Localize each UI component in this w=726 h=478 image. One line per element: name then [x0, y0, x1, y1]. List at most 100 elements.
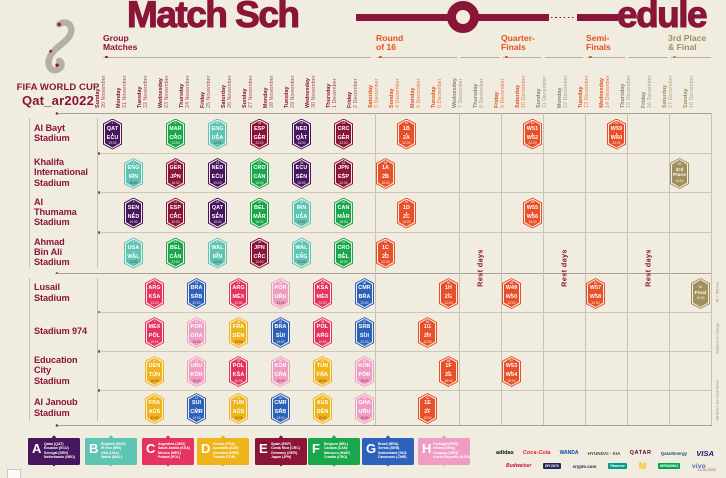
phase-baseline: [461, 57, 499, 58]
kickoff-time: 19:00: [192, 339, 201, 344]
kickoff-time: 22:00: [381, 260, 390, 265]
phase-baseline: [629, 57, 667, 58]
group-letter: B: [89, 441, 99, 456]
team-name: Spain (ESP): [271, 441, 291, 446]
grid-vertical-line: [501, 113, 502, 425]
match-number: 54: [425, 319, 430, 324]
title-ring-icon: [447, 1, 479, 33]
match-number: 44: [341, 121, 346, 126]
team-code-away: AUS: [148, 409, 161, 415]
kickoff-time: 18:00: [339, 220, 348, 225]
team-separator-dot: [153, 407, 156, 410]
match-number: 15: [194, 319, 199, 324]
qatar-2022-wordmark: Qat_ar2022: [21, 93, 95, 108]
team-separator-dot: [216, 252, 219, 254]
stadium-label: Lusail Stadium: [34, 282, 100, 302]
group-team-list: Argentina (ARG) Saudi Arabia (KSA) Mexico …: [158, 438, 190, 465]
team-code-home: POL: [232, 363, 245, 370]
badge-content: 20 ENG USA 22:00: [208, 119, 227, 150]
badge-core: [672, 160, 687, 187]
phase-label: Finals: [501, 42, 526, 53]
date-value: 3 December: [373, 78, 380, 108]
badge-content: 16 BRA SRB 22:00: [187, 278, 206, 309]
team-separator-dot: [426, 331, 429, 334]
team-code-away: SRB: [190, 294, 203, 300]
badge-content: 13 SUI CMR 13:00: [187, 393, 206, 424]
kickoff-time: 22:00: [234, 300, 243, 305]
stadium-name-line: Stadium: [34, 375, 70, 386]
team-separator-dot: [384, 252, 387, 254]
team-code-away: 2E: [445, 372, 452, 378]
stadium-label: Al Thumama Stadium: [34, 197, 100, 228]
kickoff-time: 18:00: [297, 180, 306, 185]
stadium-name-line: International: [34, 167, 88, 178]
team-separator-dot: [510, 370, 513, 373]
team-name: Morocco (MAR): [324, 450, 350, 455]
team-code-home: QAT: [211, 204, 224, 211]
team-separator-dot: [594, 292, 597, 295]
kickoff-time: 22:00: [423, 339, 432, 344]
match-badge: 61 W57 W58 22:00: [586, 278, 605, 309]
match-badge: 25 JPN CRC 13:00: [250, 237, 269, 269]
match-badge: 49 1A 2B 18:00: [376, 158, 395, 189]
match-badge: 4 USA WAL 22:00: [124, 237, 143, 269]
kickoff-time: 13:00: [213, 260, 222, 265]
phase-baseline: [103, 57, 371, 58]
team-separator-dot: [132, 212, 135, 214]
team-code-home: W49: [505, 285, 518, 292]
kickoff-time: 19:00: [150, 339, 159, 344]
badge-content: 32 POR URU 22:00: [271, 278, 290, 309]
date-column-label: Monday 12 December: [557, 61, 569, 108]
team-code-home: GHA: [358, 400, 371, 407]
date-column-label: Sunday 18 December: [683, 61, 695, 108]
date-column-label: Saturday 26 November: [221, 61, 233, 108]
title-dotted-segment: [551, 16, 575, 19]
match-badge: 16 BRA SRB 22:00: [187, 278, 206, 309]
match-number: 62: [614, 121, 619, 126]
kickoff-time: 13:00: [255, 260, 264, 265]
group-team-list: Spain (ESP) Costa Rica (CRC) Germany (GER)…: [271, 438, 300, 465]
match-number: 32: [278, 280, 283, 285]
stadium-label: Stadium 974: [34, 326, 100, 336]
budweiser-logo: Budweiser: [506, 463, 532, 469]
match-number: 47: [362, 319, 367, 324]
badge-content: 56 1H 2G 22:00: [439, 278, 458, 309]
team-code-home: SRB: [358, 324, 371, 331]
team-code-home: ECU: [295, 165, 308, 172]
badge-content: 29 CMR SRB 13:00: [271, 393, 290, 424]
team-code-away: 2D: [381, 253, 390, 260]
row-separator-dot: [97, 191, 101, 194]
group-team-list: France (FRA) Australia (AUS) Denmark (DEN)…: [213, 438, 239, 465]
match-number: 58: [509, 280, 514, 285]
date-value: 21 November: [121, 75, 128, 108]
phase-header-round-of-16: Round of 16: [376, 33, 403, 53]
date-column-label: Wednesday 23 November: [158, 61, 170, 108]
team-separator-dot: [342, 172, 345, 175]
date-column-label: Thursday 8 December: [473, 61, 485, 108]
match-badge: 32 POR URU 22:00: [271, 278, 290, 309]
badge-content: 44 CRC GER 22:00: [334, 119, 353, 150]
kickoff-time: 19:00: [255, 180, 264, 185]
team-code-away: KSA: [148, 294, 161, 300]
kickoff-time: 16:00: [255, 220, 264, 225]
badge-content: 30 KOR GHA 16:00: [271, 356, 290, 387]
kickoff-time: 18:00: [444, 378, 453, 383]
team-code-away: URU: [358, 409, 371, 415]
row-separator-line: [97, 232, 712, 233]
kickoff-time: 16:00: [192, 378, 201, 383]
team-separator-dot: [111, 133, 114, 135]
team-code-home: ENG: [211, 125, 224, 132]
date-column-label: Friday 16 December: [641, 61, 653, 108]
phase-baseline: [377, 57, 457, 58]
badge-content: 58 W49 W50 22:00: [502, 278, 521, 309]
team-code-away: W54: [505, 372, 518, 378]
match-number: 21: [236, 395, 241, 400]
badge-content: 37 TUN FRA 18:00: [313, 356, 332, 387]
match-number: 27: [257, 160, 262, 165]
row-separator-dot: [55, 112, 59, 115]
badge-content: 14 URU KOR 16:00: [187, 356, 206, 387]
kickoff-time: 22:00: [444, 300, 453, 305]
badge-content: 21 TUN AUS 13:00: [229, 393, 248, 424]
badge-content: 52 1B 2A 22:00: [397, 119, 416, 150]
match-badge: 37 TUN FRA 18:00: [313, 356, 332, 387]
